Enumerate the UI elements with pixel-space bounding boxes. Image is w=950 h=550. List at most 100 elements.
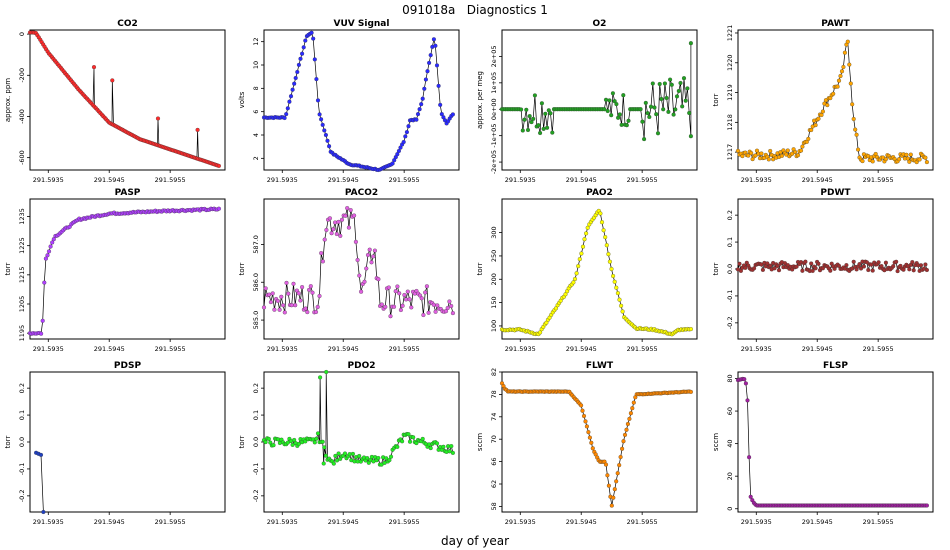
data-point [269, 300, 273, 304]
data-point [801, 269, 805, 273]
x-tick-label: 291.5935 [267, 176, 298, 184]
data-point [359, 290, 363, 294]
data-point [538, 131, 542, 135]
data-point [625, 123, 629, 127]
data-point [322, 462, 326, 466]
data-point [420, 296, 424, 300]
y-tick-label: -0.2 [252, 490, 260, 503]
data-point [523, 118, 527, 122]
data-point [600, 220, 604, 224]
x-tick-label: 291.5945 [328, 345, 359, 353]
data-point [588, 436, 592, 440]
data-point [292, 282, 296, 286]
series-line [502, 383, 691, 505]
y-tick-label: 62 [490, 480, 498, 488]
data-point [907, 267, 911, 271]
data-point [852, 117, 856, 121]
data-point [368, 248, 372, 252]
data-point [684, 99, 688, 103]
y-tick-label: 0.1 [18, 410, 26, 420]
y-tick-label: 66 [490, 457, 498, 465]
y-tick-label: 1219 [726, 84, 734, 101]
y-tick-label: 70 [490, 435, 498, 443]
data-point [288, 100, 292, 104]
x-tick-label: 291.5955 [155, 176, 186, 184]
data-point [894, 260, 898, 264]
y-tick-label: 8 [252, 86, 260, 90]
y-tick-label: 0.0 [18, 437, 26, 447]
data-point [404, 298, 408, 302]
data-point [641, 120, 645, 124]
y-tick-label: 6 [252, 110, 260, 114]
y-tick-label: 0.0 [726, 264, 734, 274]
data-point [47, 250, 51, 254]
x-tick-label: 291.5945 [566, 176, 597, 184]
data-point [337, 452, 341, 456]
y-axis-label: approx. ppm [4, 78, 12, 122]
data-point [314, 310, 318, 314]
y-tick-label: 0 [726, 507, 734, 511]
data-point [576, 264, 580, 268]
y-tick-label: 0e+00 [490, 98, 498, 120]
data-point [861, 159, 865, 163]
data-point [581, 409, 585, 413]
data-point [337, 220, 341, 224]
data-point [357, 454, 361, 458]
data-point [689, 390, 693, 394]
data-point [92, 65, 96, 69]
data-point [910, 260, 914, 264]
data-point [526, 128, 530, 132]
data-point [761, 268, 765, 272]
y-tick-label: -200 [18, 68, 26, 83]
chart-title: O2 [593, 19, 607, 29]
x-tick-label: 291.5955 [389, 345, 420, 353]
data-point [629, 411, 633, 415]
chart-title: PASP [115, 188, 141, 198]
data-point [351, 452, 355, 456]
y-tick-label: 587.0 [252, 235, 260, 254]
data-point [817, 117, 821, 121]
data-point [925, 268, 929, 272]
data-point [395, 445, 399, 449]
data-point [767, 158, 771, 162]
data-point [345, 206, 349, 210]
data-point [422, 87, 426, 91]
y-axis-label: sccm [476, 433, 484, 451]
data-point [392, 305, 396, 309]
data-point [630, 406, 634, 410]
data-point [283, 311, 287, 315]
chart-title: PACO2 [345, 188, 378, 198]
data-point [540, 101, 544, 105]
x-tick-label: 291.5935 [267, 518, 298, 526]
chart-flsp: FLSP sccm 0 20 40 60 80 291.5935 291.5945 291.595… [712, 361, 933, 526]
chart-pawt: PAWTtorr12171218121912201221291.5935 291.… [712, 19, 933, 184]
y-axis-label: torr [476, 263, 484, 276]
data-point [606, 109, 610, 113]
y-tick-label: -400 [18, 109, 26, 124]
data-point [542, 127, 546, 131]
data-point [578, 257, 582, 261]
data-point [371, 255, 375, 259]
x-tick-label: 291.5935 [33, 518, 64, 526]
x-tick-label: 291.5955 [627, 518, 658, 526]
y-tick-label: 300 [490, 226, 498, 238]
data-point [618, 113, 622, 117]
y-tick-label: 12 [252, 38, 260, 46]
y-tick-label: 10 [252, 61, 260, 69]
data-point [331, 227, 335, 231]
data-point [582, 414, 586, 418]
data-point [589, 441, 593, 445]
y-axis-label: torr [712, 263, 720, 276]
data-point [46, 253, 50, 257]
data-point [519, 108, 523, 112]
data-point [418, 107, 422, 111]
data-point [924, 156, 928, 160]
data-point [575, 271, 579, 275]
data-point [660, 97, 664, 101]
data-point [267, 437, 271, 441]
plot-frame [738, 30, 933, 170]
data-point [300, 52, 304, 56]
series-line [264, 372, 453, 465]
y-tick-label: 1218 [726, 114, 734, 131]
data-point [39, 453, 43, 457]
